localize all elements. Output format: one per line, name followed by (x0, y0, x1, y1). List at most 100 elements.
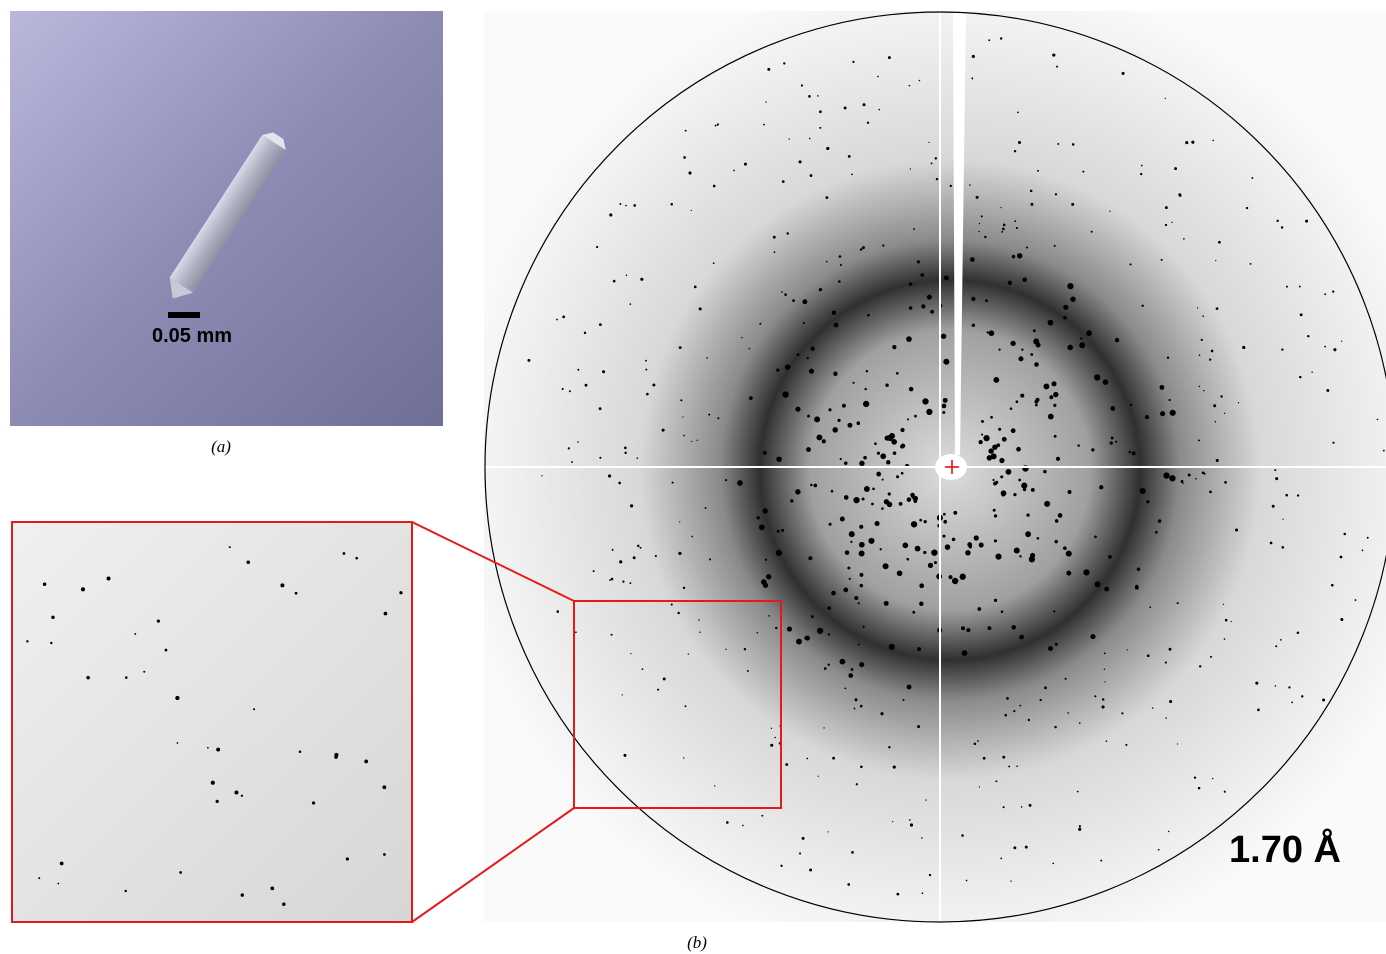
spot (943, 520, 947, 524)
spot (1333, 348, 1336, 351)
spot (833, 372, 837, 376)
spot (399, 591, 402, 594)
spot (1106, 740, 1108, 742)
spot (1202, 472, 1205, 475)
spot (802, 837, 805, 840)
spot (1043, 470, 1046, 473)
spot (685, 705, 687, 707)
spot (781, 529, 784, 532)
spot (872, 487, 875, 490)
spot (915, 546, 921, 552)
spot (896, 372, 899, 375)
spot (796, 639, 802, 645)
spot (1212, 140, 1214, 142)
spot (1110, 441, 1113, 444)
spot (1127, 649, 1128, 650)
spot (608, 474, 611, 477)
spot (1011, 625, 1016, 630)
spot (921, 837, 923, 839)
spot (795, 489, 800, 494)
spot (629, 303, 631, 305)
spot (998, 428, 1001, 431)
spot (334, 755, 338, 759)
spot (1055, 193, 1057, 195)
spot (1052, 862, 1054, 864)
spot (678, 552, 681, 555)
spot (860, 705, 863, 708)
spot (1049, 395, 1053, 399)
spot (919, 602, 923, 606)
spot (811, 615, 814, 618)
spot (817, 95, 819, 97)
spot (1297, 632, 1300, 635)
spot (253, 708, 255, 710)
spot (1031, 488, 1035, 492)
spot (1224, 638, 1226, 640)
spot (633, 556, 636, 559)
spot (976, 196, 979, 199)
spot (934, 561, 937, 564)
spot (909, 819, 911, 821)
spot (1122, 72, 1125, 75)
spot (765, 559, 767, 561)
spot (1023, 488, 1026, 491)
spot (1215, 421, 1216, 422)
spot (714, 785, 715, 786)
spot (776, 368, 779, 371)
spot (1094, 535, 1097, 538)
spot (1077, 444, 1079, 446)
spot (1054, 245, 1056, 247)
spot (1322, 698, 1325, 701)
spot (823, 727, 824, 728)
spot (383, 853, 386, 856)
spot (814, 484, 818, 488)
spot (907, 685, 912, 690)
spot (851, 174, 853, 176)
spot (1004, 714, 1007, 717)
spot (877, 452, 880, 455)
spot (853, 497, 859, 503)
spot (1020, 394, 1024, 398)
spot (1070, 297, 1075, 302)
spot (1183, 238, 1185, 240)
spot (1054, 726, 1056, 728)
spot (246, 560, 250, 564)
spot (637, 545, 639, 547)
spot (924, 520, 927, 523)
spot (808, 95, 811, 98)
spot (1083, 569, 1089, 575)
spot (887, 435, 893, 441)
spot (541, 475, 542, 476)
spot (1311, 372, 1312, 373)
spot (901, 472, 904, 475)
spot (828, 633, 830, 635)
spot (295, 592, 298, 595)
spot (860, 765, 863, 768)
spot (913, 496, 918, 501)
spot (880, 453, 886, 459)
spot (1003, 224, 1006, 227)
spot (1111, 437, 1114, 440)
spot (1220, 395, 1222, 397)
spot (884, 601, 889, 606)
spot (1281, 226, 1283, 228)
spot (683, 587, 685, 589)
spot (1102, 698, 1105, 701)
spot (744, 163, 747, 166)
spot (717, 417, 719, 419)
spot (994, 599, 997, 602)
spot (282, 903, 285, 906)
spot (900, 444, 904, 448)
spot (1021, 349, 1023, 351)
spot (852, 61, 854, 63)
spot (971, 77, 973, 79)
spot (985, 299, 988, 302)
spot (801, 84, 803, 86)
spot (1016, 447, 1021, 452)
spot (1275, 645, 1277, 647)
spot (1169, 700, 1172, 703)
spot (670, 203, 673, 206)
spot (859, 551, 865, 557)
spot (609, 579, 611, 581)
spot (1212, 778, 1213, 779)
